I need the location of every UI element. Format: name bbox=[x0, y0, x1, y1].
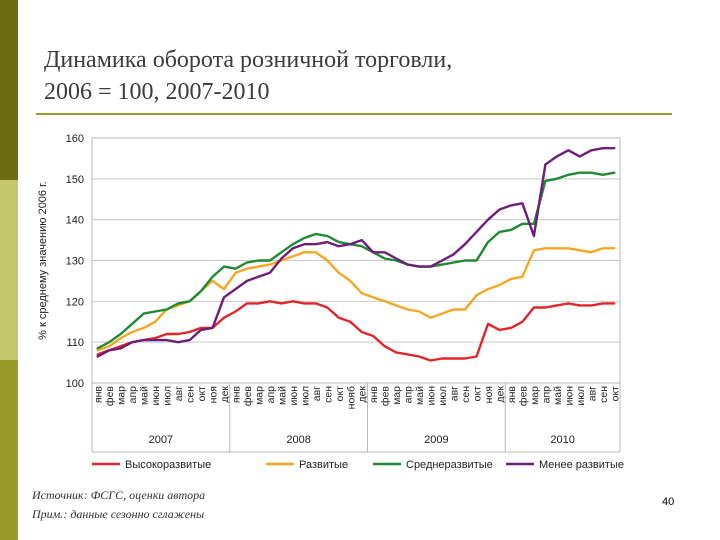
x-tick-label: янв bbox=[506, 386, 518, 403]
x-tick-label: июн bbox=[426, 386, 438, 406]
x-tick-label: окт bbox=[196, 386, 208, 402]
x-tick-label: май bbox=[276, 386, 288, 405]
slide-title-line2: 2006 = 100, 2007-2010 bbox=[44, 79, 270, 105]
accent-bar-bottom bbox=[0, 360, 18, 540]
series-line-Менее развитые bbox=[96, 147, 616, 358]
y-tick-label: 130 bbox=[66, 256, 84, 268]
x-tick-label: янв bbox=[93, 386, 105, 403]
series-line-Среднеразвитые bbox=[96, 171, 616, 350]
y-tick-label: 160 bbox=[66, 133, 84, 145]
x-tick-label: янв bbox=[230, 386, 242, 403]
x-tick-label: фев bbox=[104, 386, 116, 406]
x-tick-label: сен bbox=[460, 386, 472, 403]
page-number: 40 bbox=[662, 496, 675, 508]
title-divider bbox=[36, 113, 672, 115]
x-tick-label: мар bbox=[391, 386, 403, 405]
y-tick-label: 150 bbox=[66, 174, 84, 186]
source-note: Источник: ФСГС, оценки автора bbox=[32, 488, 206, 502]
x-tick-label: июн bbox=[563, 386, 575, 406]
smoothing-note: Прим.: данные сезонно сглажены bbox=[32, 507, 205, 521]
series-line-Высокоразвитые bbox=[96, 300, 616, 362]
x-tick-label: авг bbox=[311, 386, 323, 401]
slide-title: Динамика оборота розничной торговли, 200… bbox=[44, 44, 684, 108]
y-axis-label: % к среднему значению 2006 г. bbox=[37, 181, 49, 340]
x-tick-label: янв bbox=[368, 386, 380, 403]
x-tick-label: апр bbox=[540, 386, 552, 404]
x-tick-label: нояб bbox=[345, 386, 357, 409]
x-tick-label: апр bbox=[265, 386, 277, 404]
x-tick-label: май bbox=[414, 386, 426, 405]
x-tick-label: окт bbox=[472, 386, 484, 402]
x-tick-label: сен bbox=[598, 386, 610, 403]
year-label: 2009 bbox=[424, 434, 448, 446]
y-tick-label: 140 bbox=[66, 215, 84, 227]
x-tick-label: авг bbox=[173, 386, 185, 401]
legend-label: Высокоразвитые bbox=[125, 459, 211, 471]
x-tick-label: авг bbox=[449, 386, 461, 401]
x-tick-label: дек bbox=[357, 386, 369, 403]
y-tick-label: 120 bbox=[66, 296, 84, 308]
x-tick-label: окт bbox=[334, 386, 346, 402]
x-tick-label: фев bbox=[380, 386, 392, 406]
x-tick-label: апр bbox=[403, 386, 415, 404]
x-tick-label: фев bbox=[517, 386, 529, 406]
x-tick-label: дек bbox=[219, 386, 231, 403]
x-tick-label: дек bbox=[494, 386, 506, 403]
x-tick-label: ноя bbox=[483, 386, 495, 403]
legend-label: Менее развитые bbox=[539, 459, 624, 471]
x-tick-label: мар bbox=[253, 386, 265, 405]
x-tick-label: окт bbox=[609, 386, 621, 402]
legend-label: Развитые bbox=[299, 459, 348, 471]
x-tick-label: апр bbox=[127, 386, 139, 404]
y-tick-label: 100 bbox=[66, 378, 84, 390]
x-tick-label: июл bbox=[575, 386, 587, 406]
x-tick-label: май bbox=[552, 386, 564, 405]
x-tick-label: май bbox=[139, 386, 151, 405]
x-tick-label: фев bbox=[242, 386, 254, 406]
x-tick-label: июл bbox=[437, 386, 449, 406]
x-tick-label: июл bbox=[299, 386, 311, 406]
legend-label: Среднеразвитые bbox=[406, 459, 493, 471]
x-tick-label: мар bbox=[116, 386, 128, 405]
x-tick-label: июн bbox=[150, 386, 162, 406]
x-tick-label: авг bbox=[586, 386, 598, 401]
y-tick-label: 110 bbox=[66, 337, 84, 349]
slide-title-line1: Динамика оборота розничной торговли, bbox=[44, 47, 453, 73]
x-tick-label: июл bbox=[162, 386, 174, 406]
x-tick-label: мар bbox=[529, 386, 541, 405]
x-tick-label: июн bbox=[288, 386, 300, 406]
x-tick-label: сен bbox=[322, 386, 334, 403]
line-chart: 100 110 120 130 140 150 160 % к среднему значен… bbox=[37, 133, 624, 471]
year-label: 2007 bbox=[149, 434, 173, 446]
x-tick-label: ноя bbox=[208, 386, 220, 403]
year-label: 2008 bbox=[286, 434, 310, 446]
accent-bar-top bbox=[0, 0, 18, 180]
x-tick-label: сен bbox=[185, 386, 197, 403]
accent-bar-middle bbox=[0, 180, 18, 360]
year-label: 2010 bbox=[550, 434, 574, 446]
